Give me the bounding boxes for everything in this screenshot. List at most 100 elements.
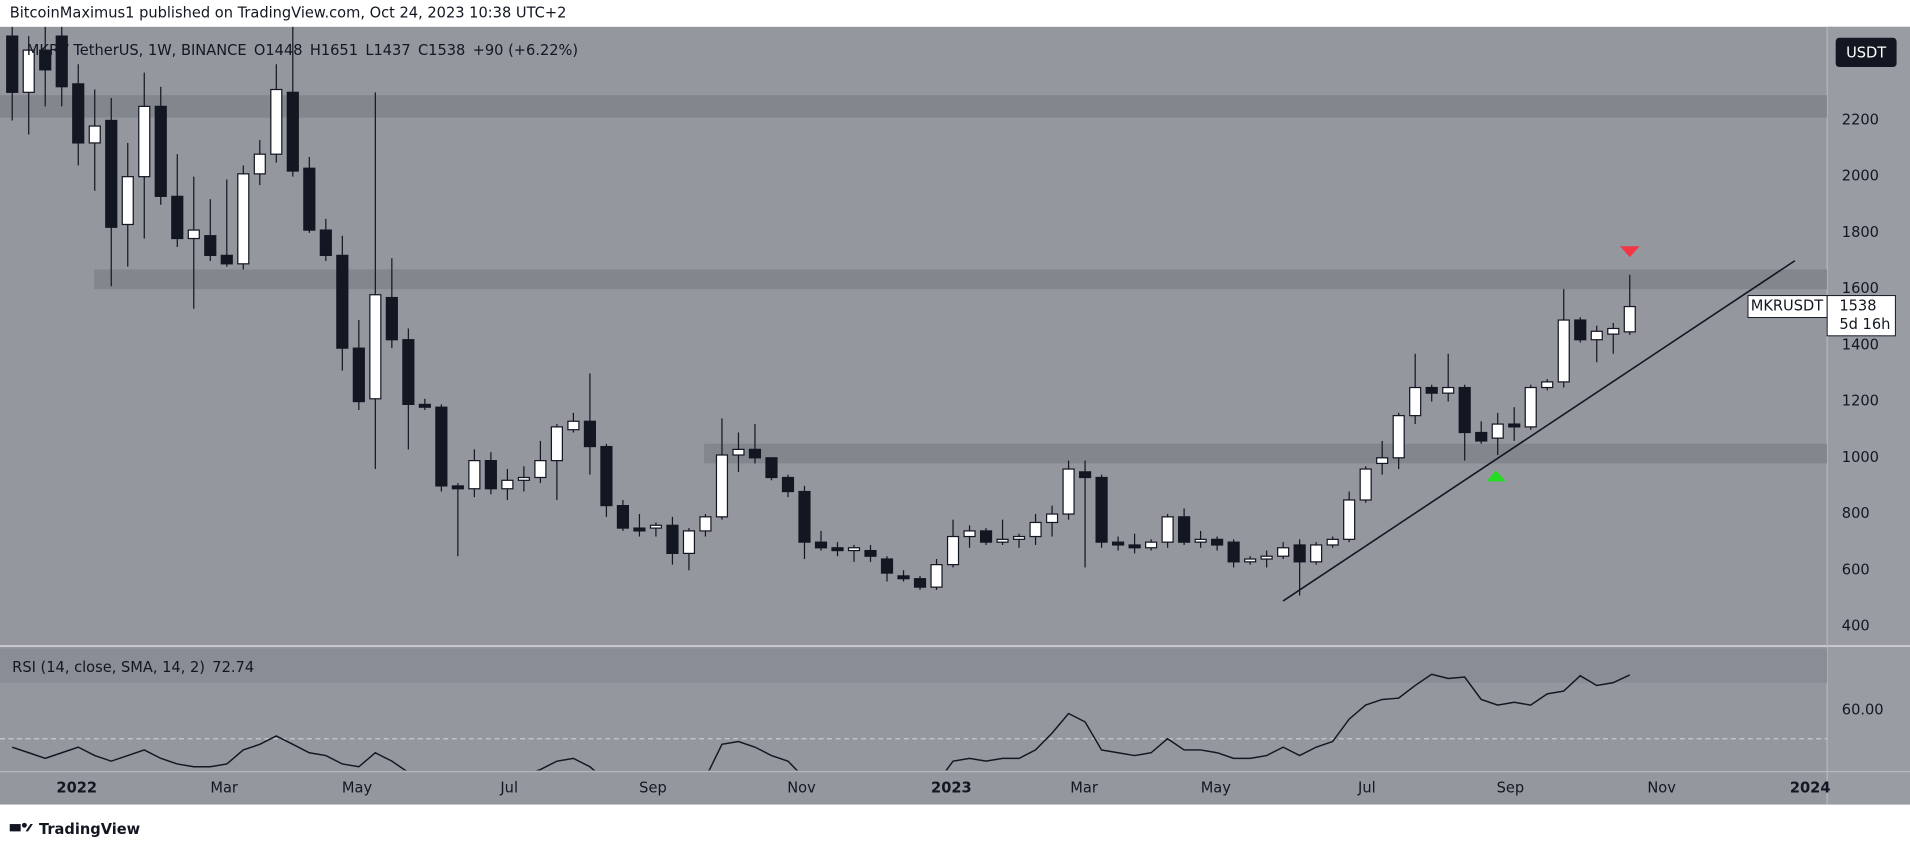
candle-body <box>1343 499 1356 540</box>
candle-body <box>253 153 266 175</box>
candle-body <box>567 420 580 431</box>
candle-body <box>88 125 101 144</box>
y-tick-label: 1800 <box>1842 224 1879 241</box>
candle-body <box>600 445 613 507</box>
y-tick-label: 2200 <box>1842 111 1879 128</box>
currency-label[interactable]: USDT <box>1846 45 1886 62</box>
currency-button[interactable] <box>1835 37 1897 68</box>
y-tick-label: 1200 <box>1842 393 1879 410</box>
chart-area <box>0 26 1910 805</box>
x-tick-label: Sep <box>639 780 667 797</box>
x-tick-label: 2023 <box>931 780 972 797</box>
candle-body <box>699 516 712 532</box>
ohlc-value: 1448 <box>265 42 302 59</box>
candle-body <box>484 460 497 490</box>
candle-body <box>864 549 877 557</box>
candle-body <box>451 485 464 490</box>
candle-body <box>1078 471 1092 479</box>
candle-body <box>6 35 19 93</box>
ticker-label: MKRUSDT <box>1751 298 1824 315</box>
candle-body <box>1128 544 1141 549</box>
publish-header: BitcoinMaximus1 published on TradingView… <box>10 4 567 21</box>
candle-body <box>1211 538 1224 546</box>
zones <box>0 95 1828 464</box>
candle-body <box>979 530 993 543</box>
candle-body <box>220 254 233 265</box>
candle-body <box>633 527 646 532</box>
candle-body <box>1045 513 1059 524</box>
candle-body <box>1590 330 1603 341</box>
x-tick-label: Sep <box>1497 780 1525 797</box>
price-axis-panel <box>1827 26 1910 805</box>
zone <box>704 443 1828 464</box>
rsi-title: RSI (14, close, SMA, 14, 2) <box>12 659 205 676</box>
candle-body <box>666 524 679 555</box>
candle-body <box>649 524 663 529</box>
candle-body <box>1178 516 1191 543</box>
ohlc-prefix: O <box>254 42 265 59</box>
rsi-value: 72.74 <box>212 659 254 676</box>
y-tick-label: 400 <box>1842 617 1870 634</box>
ohlc-value: 1651 <box>321 42 358 59</box>
candle-body <box>1326 538 1339 546</box>
candle-body <box>187 229 200 240</box>
candle-body <box>1277 547 1290 557</box>
candle-body <box>336 254 349 349</box>
y-tick-label: 1400 <box>1842 336 1879 353</box>
candle-body <box>1145 541 1158 549</box>
candle-body <box>418 403 431 408</box>
candle-body <box>781 476 795 493</box>
ohlc-prefix: H <box>310 42 321 59</box>
marker-up <box>1486 470 1506 482</box>
candle-body <box>385 296 398 341</box>
logo-mark <box>25 824 33 832</box>
candle-body <box>22 49 35 93</box>
candle-body <box>1376 457 1389 465</box>
candle-body <box>501 479 514 490</box>
candle-body <box>1227 541 1240 563</box>
candle-body <box>1260 555 1273 560</box>
candle-body <box>1409 386 1422 417</box>
candle-body <box>517 476 530 481</box>
candle-body <box>468 460 481 490</box>
logo-mark <box>21 822 27 828</box>
candle-body <box>39 49 52 71</box>
candle-body <box>72 83 85 144</box>
rsi-line <box>11 673 1631 771</box>
last-price-box <box>1826 295 1896 337</box>
zone <box>0 95 1828 118</box>
logo-mark <box>9 824 21 832</box>
y-tick-label: 800 <box>1842 505 1870 522</box>
candle-body <box>1111 541 1125 546</box>
symbol: MKR / TetherUS, 1W, BINANCE <box>27 42 247 59</box>
candle-body <box>1508 423 1521 428</box>
candle-body <box>121 176 134 226</box>
candle-body <box>1541 381 1554 389</box>
legend: MKR / TetherUS, 1W, BINANCE O1448 H1651 L14… <box>27 42 578 59</box>
candle-body <box>616 504 630 529</box>
footer-logo <box>9 822 33 832</box>
y-tick-label: 2000 <box>1842 168 1879 185</box>
candle-body <box>138 105 151 178</box>
candle-body <box>897 575 910 580</box>
candle-body <box>204 235 217 256</box>
candle-body <box>1293 544 1306 563</box>
candle-body <box>402 339 415 406</box>
ohlc-value: 1538 <box>428 42 465 59</box>
candle-body <box>814 541 828 549</box>
x-tick-label: 2022 <box>56 780 97 797</box>
candle-body <box>55 35 68 88</box>
y-tick-label: 600 <box>1842 561 1870 578</box>
x-tick-label: Nov <box>787 780 816 797</box>
countdown: 5d 16h <box>1839 316 1890 333</box>
rsi-legend: RSI (14, close, SMA, 14, 2) 72.74 <box>12 659 254 676</box>
y-tick-label: 1600 <box>1842 280 1879 297</box>
candle-body <box>1310 544 1323 563</box>
footer-brand: TradingView <box>39 821 140 838</box>
candle-body <box>435 406 448 487</box>
x-tick-label: Nov <box>1647 780 1676 797</box>
candle-body <box>319 229 332 256</box>
candle-body <box>303 167 316 231</box>
candle-body <box>880 558 894 574</box>
